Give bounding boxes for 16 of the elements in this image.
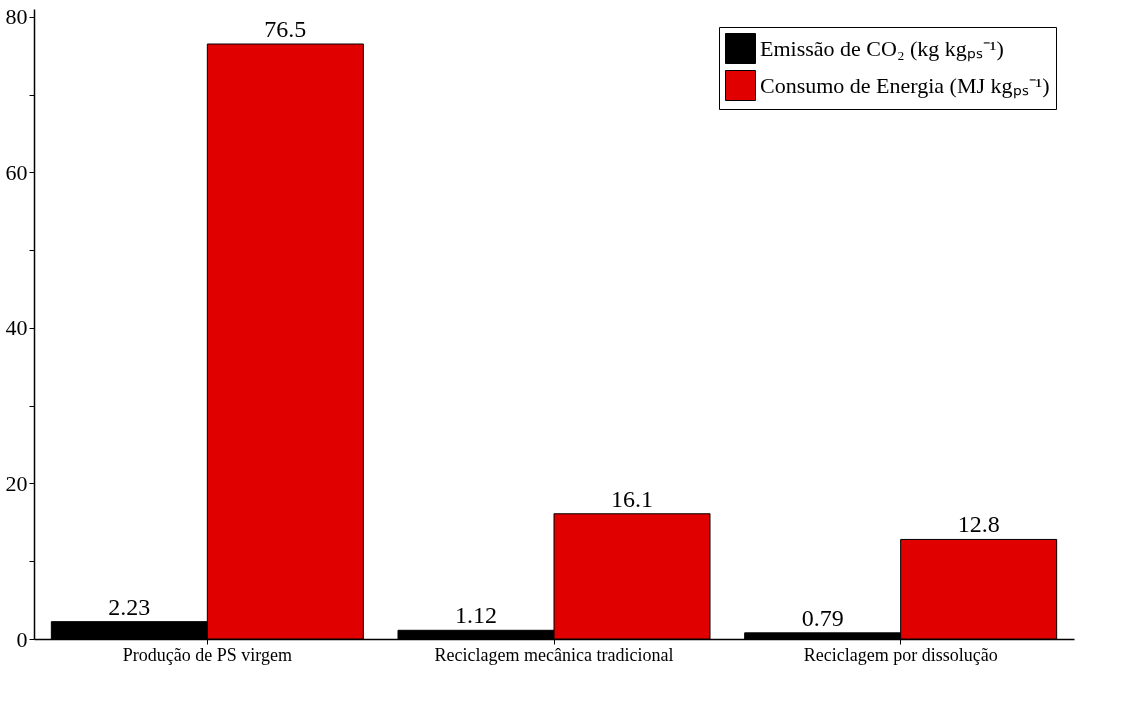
data-label: 12.8 bbox=[957, 511, 1000, 538]
x-tick-label: Produção de PS virgem bbox=[122, 644, 292, 665]
y-tick-label: 80 bbox=[5, 4, 28, 30]
data-label: 1.12 bbox=[455, 602, 497, 629]
data-label: 0.79 bbox=[801, 604, 844, 631]
data-label: 2.23 bbox=[108, 593, 151, 620]
y-tick-label: 0 bbox=[16, 626, 28, 652]
y-tick-label: 60 bbox=[5, 159, 28, 185]
legend-label: Emissão de CO₂ (kg kgₚₛ⁻¹) bbox=[760, 35, 1004, 62]
y-tick-label: 20 bbox=[5, 470, 28, 496]
x-tick-label: Reciclagem mecânica tradicional bbox=[434, 644, 674, 665]
x-tick-label: Reciclagem por dissolução bbox=[803, 644, 998, 665]
data-label: 76.5 bbox=[264, 16, 307, 42]
y-tick-label: 40 bbox=[5, 315, 28, 341]
data-label: 16.1 bbox=[611, 485, 653, 512]
legend-label: Consumo de Energia (MJ kgₚₛ⁻¹) bbox=[760, 72, 1050, 99]
